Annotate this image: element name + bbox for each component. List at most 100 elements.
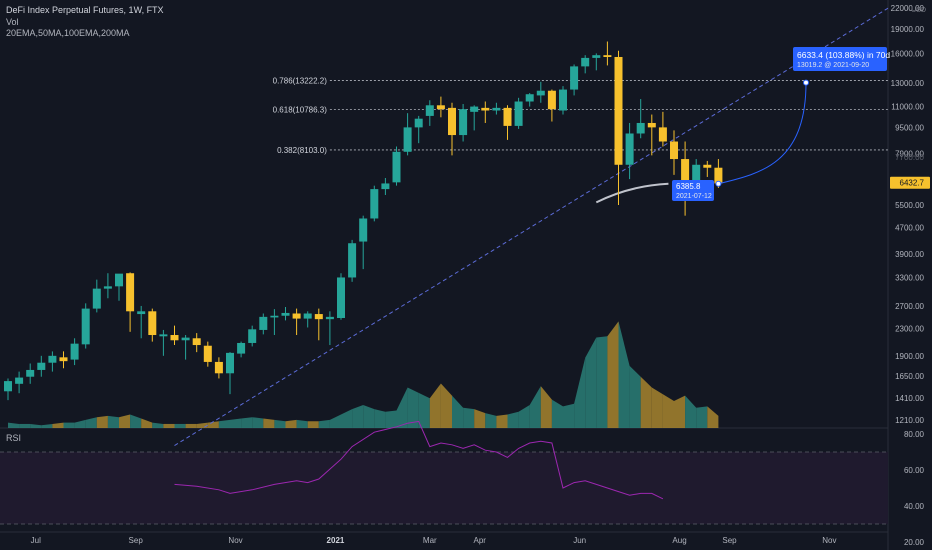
volume-segment: [551, 399, 563, 428]
candle-body: [48, 355, 57, 363]
rsi-indicator-label[interactable]: RSI: [6, 433, 22, 443]
volume-segment: [8, 422, 20, 428]
time-tick-label: Sep: [722, 536, 737, 545]
volume-segment: [52, 422, 64, 428]
target-callout-sub: 13019.2 @ 2021-09-20: [797, 62, 869, 69]
rsi-tick-label: 80.00: [904, 430, 925, 439]
time-tick-label: Jun: [573, 536, 586, 545]
target-callout-title: 6633.4 (103.88%) in 70d: [797, 50, 890, 60]
price-tick-label: 16000.00: [891, 49, 925, 58]
candle-body: [37, 362, 46, 370]
candle-body: [81, 308, 90, 345]
rsi-tick-label: 60.00: [904, 466, 925, 475]
candle-body: [403, 127, 412, 152]
price-tick-label: 2700.00: [895, 302, 924, 311]
time-tick-label: 2021: [327, 536, 345, 545]
volume-segment: [696, 406, 708, 428]
volume-segment: [230, 418, 242, 428]
price-tick-label: 3900.00: [895, 250, 924, 259]
candle-body: [170, 335, 179, 341]
candle-body: [314, 314, 323, 320]
volume-segment: [174, 423, 186, 428]
volume-segment: [385, 410, 397, 428]
volume-area: [8, 321, 719, 428]
fib-label: 0.382(8103.0): [277, 146, 327, 155]
projection-curve: [718, 82, 807, 185]
volume-segment: [662, 394, 674, 428]
volume-segment: [163, 423, 175, 428]
candle-body: [214, 361, 223, 374]
price-tick-label: 22000.00: [891, 4, 925, 13]
rsi-tick-label: 40.00: [904, 502, 925, 511]
volume-segment: [485, 413, 497, 428]
volume-segment: [574, 357, 586, 428]
candle-body: [159, 334, 168, 337]
volume-segment: [418, 392, 430, 428]
rsi-pane: 80.00 60.00 40.00 20.00: [0, 420, 925, 547]
candle-body: [381, 183, 390, 190]
target-point: [803, 79, 809, 86]
candle-body: [692, 164, 701, 191]
price-tick-label: 7700.00: [895, 153, 924, 162]
candle-body: [4, 381, 12, 392]
volume-segment: [307, 421, 319, 428]
candle-body: [92, 288, 101, 309]
volume-segment: [218, 419, 230, 428]
volume-segment: [707, 406, 719, 428]
candle-body: [226, 352, 234, 374]
candle-body: [303, 313, 312, 319]
volume-segment: [96, 415, 108, 428]
candle-body: [714, 167, 723, 184]
rsi-band-fill: [0, 452, 888, 524]
price-tick-label: 11000.00: [891, 103, 924, 112]
candle-body: [237, 342, 246, 354]
candle-body: [248, 329, 257, 343]
time-tick-label: Aug: [672, 536, 686, 545]
candle-body: [203, 345, 212, 362]
fib-label: 0.786(13222.2): [273, 76, 328, 85]
candle-body: [614, 56, 623, 165]
price-tick-label: 1650.00: [895, 372, 924, 381]
candle-body: [192, 338, 201, 346]
candle-body: [337, 277, 345, 319]
candle-body: [281, 312, 290, 316]
volume-indicator-label[interactable]: Vol: [6, 17, 19, 27]
current-price-tag: [890, 176, 930, 189]
price-tick-label: 3300.00: [895, 273, 924, 282]
symbol-title[interactable]: DeFi Index Perpetual Futures, 1W, FTX: [6, 5, 164, 15]
candle-body: [503, 107, 512, 126]
volume-segment: [63, 422, 75, 428]
moving-averages-label[interactable]: 20EMA,50MA,100EMA,200MA: [6, 28, 130, 38]
volume-segment: [119, 414, 131, 428]
candle-body: [325, 316, 334, 320]
candle-body: [514, 101, 523, 126]
candle-body: [492, 107, 501, 111]
candle-body: [703, 164, 712, 168]
price-tick-label: 4700.00: [895, 223, 924, 232]
volume-segment: [241, 417, 253, 428]
anchor-callout-sub: 2021-07-12: [676, 193, 712, 200]
candle-body: [259, 316, 268, 330]
price-tick-label: 2300.00: [895, 325, 924, 334]
volume-segment: [452, 395, 464, 428]
candle-body: [525, 94, 534, 102]
anchor-point: [715, 180, 722, 187]
candle-body: [681, 159, 690, 191]
candle-body: [59, 357, 68, 362]
volume-segment: [440, 383, 452, 428]
time-tick-label: Nov: [822, 536, 836, 545]
candle-body: [536, 90, 545, 96]
volume-segment: [651, 387, 663, 428]
volume-segment: [85, 417, 97, 428]
volume-segment: [463, 407, 475, 428]
candle-body: [270, 315, 279, 318]
candle-body: [414, 118, 423, 128]
current-price-label: 6432.7: [900, 179, 925, 188]
fib-label: 0.618(10786.3): [273, 105, 328, 114]
currency-label: USD: [911, 7, 926, 14]
anchor-callout-box: [672, 180, 714, 201]
candle-body: [436, 105, 445, 110]
time-tick-label: Mar: [423, 536, 437, 545]
volume-segment: [141, 418, 153, 428]
